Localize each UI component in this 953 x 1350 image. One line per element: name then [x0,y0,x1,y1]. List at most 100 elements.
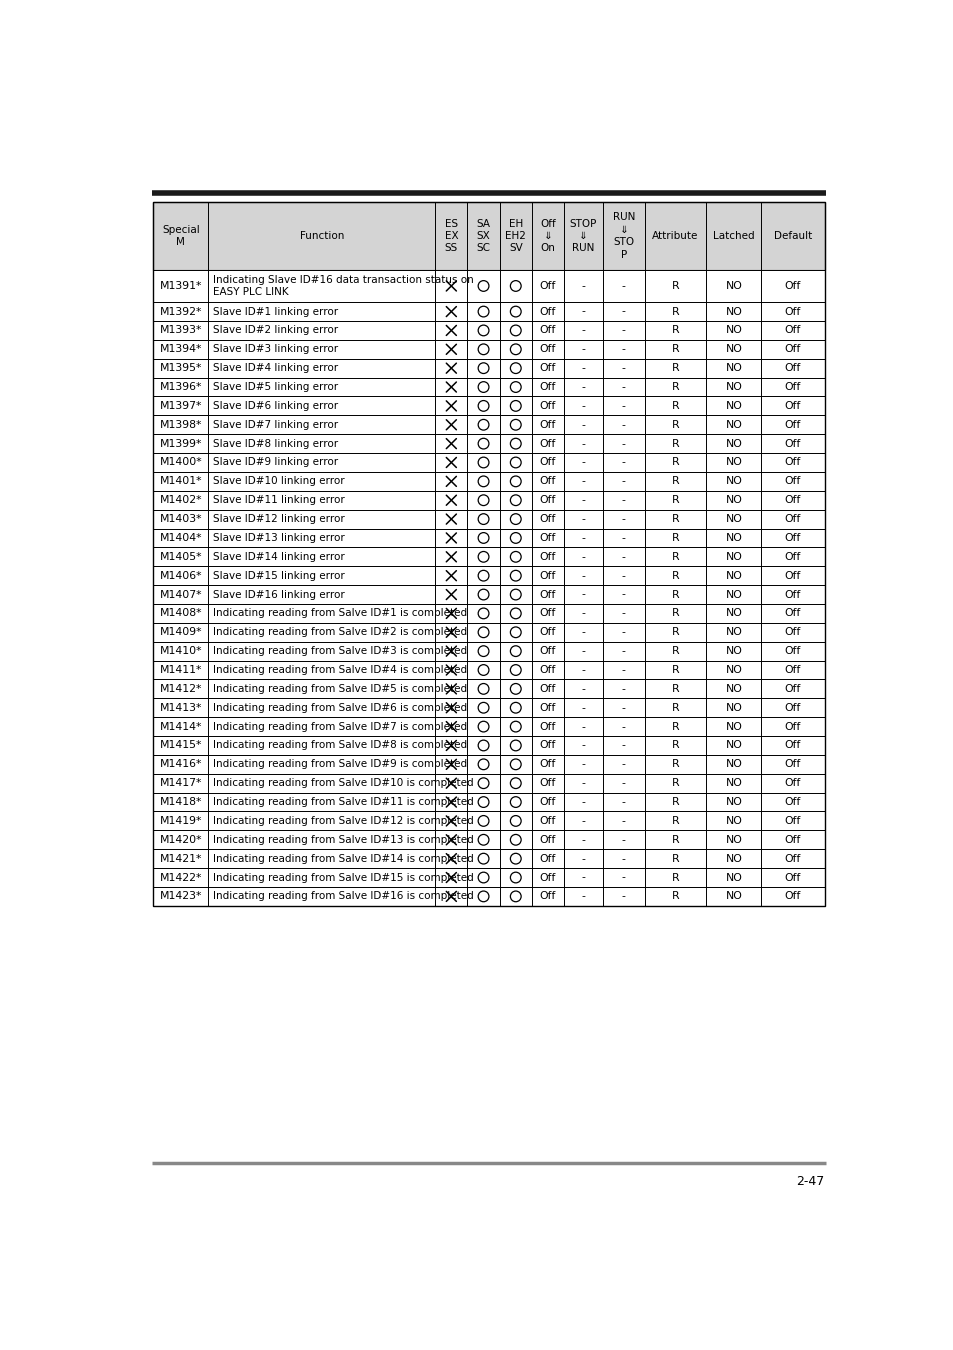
Bar [153,378,823,397]
Text: Indicating reading from Salve ID#15 is completed: Indicating reading from Salve ID#15 is c… [213,872,474,883]
Text: Off: Off [784,363,801,373]
Bar [153,302,823,321]
Text: Off: Off [539,281,556,292]
Text: Off: Off [539,382,556,391]
Text: Off: Off [784,590,801,599]
Text: Off: Off [784,609,801,618]
Text: Indicating reading from Salve ID#7 is completed: Indicating reading from Salve ID#7 is co… [213,722,467,732]
Text: M1398*: M1398* [159,420,202,429]
Text: -: - [581,834,585,845]
Text: Off: Off [539,514,556,524]
Text: M1416*: M1416* [159,759,202,769]
Text: -: - [621,796,625,807]
Text: NO: NO [724,495,741,505]
Text: R: R [671,477,679,486]
Bar [153,547,823,566]
Text: -: - [621,552,625,562]
Bar [153,792,823,811]
Text: -: - [621,834,625,845]
Text: -: - [581,628,585,637]
Text: Off: Off [784,834,801,845]
Text: -: - [621,382,625,391]
Text: NO: NO [724,853,741,864]
Text: NO: NO [724,281,741,292]
Text: M1394*: M1394* [159,344,202,354]
Text: Off: Off [539,420,556,429]
Bar [153,849,823,868]
Bar [153,585,823,603]
Text: -: - [621,533,625,543]
Text: -: - [581,344,585,354]
Text: Off: Off [539,834,556,845]
Text: Off: Off [539,325,556,335]
Text: Off: Off [539,590,556,599]
Text: R: R [671,552,679,562]
Text: -: - [581,872,585,883]
Text: Off: Off [784,420,801,429]
Text: -: - [621,666,625,675]
Text: Slave ID#3 linking error: Slave ID#3 linking error [213,344,337,354]
Text: Off: Off [784,796,801,807]
Text: Off: Off [784,533,801,543]
Text: NO: NO [724,628,741,637]
Text: Off: Off [539,533,556,543]
Bar [153,603,823,622]
Text: -: - [621,722,625,732]
Text: NO: NO [724,722,741,732]
Text: M1399*: M1399* [159,439,202,448]
Text: Off: Off [539,722,556,732]
Text: Slave ID#7 linking error: Slave ID#7 linking error [213,420,337,429]
Text: Off: Off [784,628,801,637]
Text: M1397*: M1397* [159,401,202,410]
Text: NO: NO [724,420,741,429]
Text: NO: NO [724,477,741,486]
Text: Slave ID#14 linking error: Slave ID#14 linking error [213,552,344,562]
Text: Off: Off [784,684,801,694]
Text: -: - [581,703,585,713]
Text: R: R [671,420,679,429]
Text: -: - [621,759,625,769]
Text: NO: NO [724,306,741,316]
Text: NO: NO [724,666,741,675]
Text: M1403*: M1403* [159,514,202,524]
Text: -: - [621,891,625,902]
Text: NO: NO [724,514,741,524]
Text: R: R [671,796,679,807]
Text: Off: Off [784,495,801,505]
Text: NO: NO [724,458,741,467]
Text: R: R [671,533,679,543]
Text: R: R [671,628,679,637]
Text: Off: Off [784,401,801,410]
Text: M1405*: M1405* [159,552,202,562]
Bar [153,321,823,340]
Text: R: R [671,778,679,788]
Text: Indicating reading from Salve ID#4 is completed: Indicating reading from Salve ID#4 is co… [213,666,467,675]
Text: Off: Off [539,759,556,769]
Text: Slave ID#2 linking error: Slave ID#2 linking error [213,325,337,335]
Text: Indicating reading from Salve ID#10 is completed: Indicating reading from Salve ID#10 is c… [213,778,473,788]
Text: Slave ID#6 linking error: Slave ID#6 linking error [213,401,337,410]
Text: Slave ID#10 linking error: Slave ID#10 linking error [213,477,344,486]
Text: Indicating reading from Salve ID#1 is completed: Indicating reading from Salve ID#1 is co… [213,609,467,618]
Text: -: - [621,590,625,599]
Bar [153,202,823,906]
Text: Off: Off [539,778,556,788]
Text: -: - [581,281,585,292]
Text: Off: Off [784,281,801,292]
Text: Indicating reading from Salve ID#3 is completed: Indicating reading from Salve ID#3 is co… [213,647,467,656]
Text: NO: NO [724,325,741,335]
Text: R: R [671,609,679,618]
Text: Attribute: Attribute [652,231,698,240]
Text: Default: Default [773,231,811,240]
Text: M1422*: M1422* [159,872,202,883]
Text: Off: Off [539,609,556,618]
Text: Off: Off [784,872,801,883]
Text: -: - [621,853,625,864]
Bar [153,472,823,491]
Text: -: - [581,759,585,769]
Text: Slave ID#15 linking error: Slave ID#15 linking error [213,571,344,580]
Text: R: R [671,571,679,580]
Text: Off: Off [784,647,801,656]
Text: M1393*: M1393* [159,325,202,335]
Text: -: - [621,458,625,467]
